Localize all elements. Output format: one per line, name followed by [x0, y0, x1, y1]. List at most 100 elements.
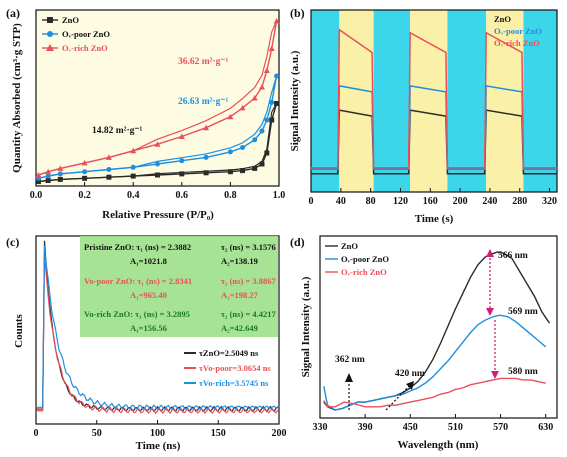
- legend-marker-rich: [46, 44, 54, 51]
- info-rich-tau1: Vo-rich ZnO: τ₁ (ns) = 3.2895: [84, 309, 190, 319]
- x-tick-label-0-2: 0.2: [78, 190, 91, 201]
- info-pristine-tau1: Pristine ZnO: τ₁ (ns) = 2.3882: [84, 242, 191, 252]
- info-pristine-a1: A₁=1021.8: [130, 256, 167, 266]
- x-tick-label-320: 320: [542, 196, 557, 207]
- point-o-rich-zno-6: [154, 141, 161, 147]
- panel-c: (c) Time (ns) Counts 0 50 100 150 200 Pristi…: [6, 235, 287, 452]
- legend-label-rich: Oᵥ-rich ZnO: [62, 43, 108, 53]
- legend-label-poor: Oᵥ-poor ZnO: [62, 29, 110, 39]
- point-zno-0: [35, 179, 41, 185]
- legend-label-rich-c: τVo-rich=3.5745 ns: [199, 378, 269, 388]
- legend-label-zno-b: ZnO: [494, 14, 511, 24]
- panel-d: (d) Wavelength (nm) Signal Intensity (a.…: [290, 235, 558, 451]
- legend-label-zno-d: ZnO: [341, 241, 358, 251]
- point-o-poor-zno-11: [252, 137, 258, 143]
- panel-a-label: (a): [6, 6, 20, 20]
- x-tick-label-0-4: 0.4: [127, 190, 140, 201]
- band-yellow-3: [410, 10, 448, 192]
- point-o-poor-zno-8: [203, 154, 209, 160]
- panel-a-xlabel: Relative Pressure (P/P₀): [102, 209, 214, 221]
- point-o-poor-zno-1: [45, 173, 51, 179]
- x-tick-label-80: 80: [366, 196, 376, 207]
- point-o-poor-zno-4: [106, 167, 112, 172]
- x-tick-label-330: 330: [313, 422, 328, 433]
- point-zno-11: [252, 165, 258, 171]
- point-o-rich-zno-4: [105, 154, 112, 160]
- panel-a: (a) Relative Pressure (P/P₀) Quantity Ab…: [6, 6, 285, 221]
- legend-label-zno: ZnO: [62, 15, 79, 25]
- arrowhead-569-icon: [486, 308, 494, 316]
- arrowhead-580-icon: [491, 371, 499, 379]
- panel-b-ylabel: Signal Intensity (a.u.): [289, 50, 301, 151]
- series-line-b-o-rich-zno: [311, 28, 557, 169]
- x-tick-label-0: 0: [309, 196, 314, 207]
- x-tick-label-50: 50: [92, 428, 102, 439]
- annotation-rich-surface-area: 36.62 m²·g⁻¹: [178, 57, 228, 67]
- x-tick-label-280: 280: [512, 196, 527, 207]
- point-o-rich-zno-14: [268, 45, 275, 51]
- x-tick-label-200: 200: [453, 196, 468, 207]
- point-o-rich-zno-15: [273, 18, 280, 24]
- point-zno-6: [155, 172, 160, 178]
- legend-marker-poor: [47, 31, 53, 37]
- info-poor-a2: A₂=198.27: [221, 290, 259, 300]
- x-tick-label-0-6: 0.6: [176, 190, 189, 201]
- point-o-poor-zno-5: [130, 164, 136, 170]
- panel-c-legend: τZnO=2.5049 ns τVo-poor=3.0654 ns τVo-ri…: [184, 348, 271, 388]
- point-o-poor-zno-6: [155, 161, 160, 167]
- point-o-poor-zno-7: [179, 158, 185, 164]
- annotation-zno-surface-area: 14.82 m²·g⁻¹: [92, 126, 142, 136]
- arrowhead-420-icon: [406, 381, 414, 390]
- x-tick-label-570: 570: [493, 422, 508, 433]
- point-o-poor-zno-15: [274, 73, 280, 79]
- point-o-rich-zno-13: [263, 67, 270, 73]
- panel-d-ylabel: Signal Intensity (a.u.): [300, 276, 312, 377]
- band-yellow-1: [339, 10, 374, 192]
- panel-d-legend: ZnO Oᵥ-poor ZnO Oᵥ-rich ZnO: [325, 241, 389, 277]
- point-zno-14: [269, 117, 275, 123]
- band-cyan-4: [447, 10, 487, 192]
- info-pristine-a2: A₂=138.19: [221, 256, 258, 266]
- info-rich-a2: A₂=42.649: [221, 323, 258, 333]
- legend-label-zno-c: τZnO=2.5049 ns: [199, 348, 259, 358]
- panel-c-label: (c): [6, 235, 19, 249]
- band-cyan-0: [311, 10, 340, 192]
- panel-b-plot-area: [310, 9, 558, 193]
- panel-a-plot-area: [35, 9, 280, 187]
- series-line-d-o-rich-zno: [323, 377, 546, 408]
- point-zno-3: [82, 175, 88, 181]
- legend-label-poor-c: τVo-poor=3.0654 ns: [199, 363, 271, 373]
- info-rich-a1: A₁=156.56: [130, 323, 167, 333]
- point-o-poor-zno-9: [227, 149, 233, 155]
- series-line-d-o-poor-zno: [323, 314, 547, 411]
- info-poor-tau1: Vo-poor ZnO: τ₁ (ns) = 2.8341: [84, 276, 192, 286]
- series-line-b-o-poor-zno: [311, 84, 557, 170]
- point-zno-1: [45, 178, 51, 183]
- panel-c-xlabel: Time (ns): [136, 440, 181, 452]
- x-tick-label-1-0: 1.0: [273, 190, 286, 201]
- legend-label-poor-b: Oᵥ-poor ZnO: [494, 26, 542, 36]
- x-tick-label-40: 40: [336, 196, 346, 207]
- point-zno-12: [259, 161, 265, 167]
- point-o-poor-zno-10: [240, 145, 246, 150]
- legend-label-poor-d: Oᵥ-poor ZnO: [341, 254, 389, 264]
- legend-marker-zno: [47, 17, 53, 23]
- point-o-poor-zno-3: [82, 169, 88, 175]
- point-o-rich-zno-8: [203, 124, 210, 131]
- x-tick-label-200: 200: [272, 428, 287, 439]
- panel-b-label: (b): [290, 6, 305, 20]
- series-desorption-o-rich-zno: [38, 20, 278, 176]
- point-o-rich-zno-11: [251, 95, 258, 101]
- panel-b-legend: ZnO Oᵥ-poor ZnO Oᵥ-rich ZnO: [494, 14, 542, 48]
- point-o-rich-zno-3: [81, 159, 88, 166]
- x-tick-label-0-8: 0.8: [224, 190, 237, 201]
- point-zno-13: [264, 150, 270, 156]
- panel-d-label: (d): [290, 235, 305, 249]
- panel-c-ylabel: Counts: [13, 313, 25, 347]
- band-cyan-2: [373, 10, 411, 192]
- panel-d-xlabel: Wavelength (nm): [398, 439, 479, 451]
- panel-c-info-box: [80, 236, 278, 337]
- arrow-420: [385, 384, 411, 411]
- point-zno-7: [179, 171, 185, 177]
